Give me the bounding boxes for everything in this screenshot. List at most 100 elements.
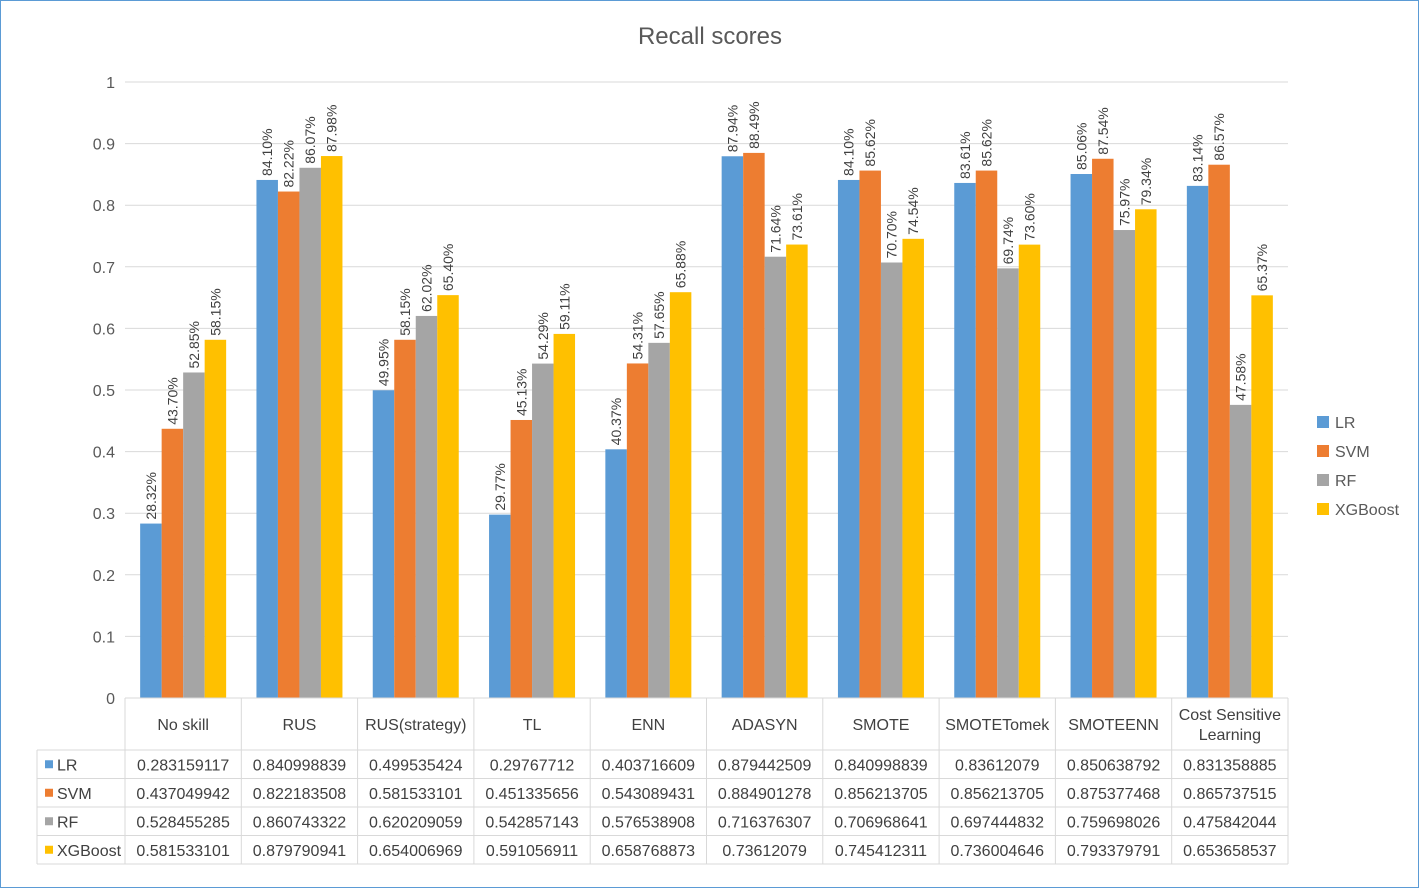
bar-svm [277, 191, 300, 698]
table-cell: 0.658768873 [602, 843, 696, 860]
data-label: 85.62% [862, 119, 878, 166]
data-label: 40.37% [608, 398, 624, 445]
bar-lr [954, 182, 976, 699]
legend-key-lr [1317, 416, 1329, 428]
table-cell: 0.499535424 [369, 757, 463, 774]
data-label: 74.54% [905, 187, 921, 234]
table-cell: 0.884901278 [718, 786, 812, 803]
table-cell: 0.879442509 [718, 757, 812, 774]
y-tick-label: 0.6 [93, 321, 115, 338]
series-name: SVM [57, 786, 92, 803]
bar-rf [415, 315, 438, 698]
y-tick-label: 0.8 [93, 198, 115, 215]
y-tick-label: 0.4 [93, 445, 115, 462]
table-cell: 0.856213705 [951, 786, 1045, 803]
category-label: SMOTE [853, 717, 910, 734]
table-cell: 0.581533101 [136, 843, 230, 860]
y-tick-label: 0 [106, 691, 115, 708]
table-cell: 0.856213705 [834, 786, 928, 803]
category-label: ADASYN [732, 717, 798, 734]
table-cell: 0.822183508 [253, 786, 347, 803]
data-label: 28.32% [143, 472, 159, 519]
bar-xgboost [669, 292, 692, 698]
bar-svm [975, 170, 998, 698]
data-label: 45.13% [513, 368, 529, 415]
table-cell: 0.543089431 [602, 786, 696, 803]
bar-rf [997, 268, 1019, 698]
y-tick-label: 0.3 [93, 506, 115, 523]
data-label: 84.10% [841, 128, 857, 175]
table-cell: 0.654006969 [369, 843, 463, 860]
bar-rf [1229, 404, 1252, 698]
bar-xgboost [204, 339, 227, 698]
data-label: 83.61% [957, 131, 973, 178]
data-label: 49.95% [376, 339, 392, 386]
table-cell: 0.793379791 [1067, 843, 1161, 860]
bar-xgboost [320, 156, 343, 699]
legend-key-xgboost [1317, 503, 1329, 515]
table-cell: 0.437049942 [136, 786, 230, 803]
bar-lr [140, 523, 162, 698]
data-label: 84.10% [259, 128, 275, 175]
legend-label: XGBoost [1335, 502, 1400, 519]
bar-svm [743, 152, 765, 698]
y-tick-label: 0.7 [93, 260, 115, 277]
bar-svm [1208, 164, 1230, 698]
y-tick-label: 0.9 [93, 137, 115, 154]
bar-svm [1092, 158, 1114, 699]
bar-xgboost [1251, 295, 1273, 698]
bar-lr [837, 179, 860, 699]
legend-label: SVM [1335, 444, 1370, 461]
data-labels: 28.32% 84.10% 49.95% 29.77% 40.37% 87.94% 84.1… [143, 101, 1270, 519]
table-cell: 0.840998839 [253, 757, 347, 774]
data-label: 83.14% [1190, 134, 1206, 181]
data-label: 86.07% [302, 116, 318, 163]
table-cell: 0.451335656 [485, 786, 579, 803]
data-label: 87.54% [1095, 107, 1111, 154]
table-cell: 0.865737515 [1183, 786, 1277, 803]
data-label: 69.74% [1000, 217, 1016, 264]
table-cell: 0.736004646 [951, 843, 1045, 860]
data-label: 87.98% [324, 105, 340, 152]
y-tick-label: 0.5 [93, 383, 115, 400]
bar-svm [394, 339, 416, 698]
data-label: 58.15% [397, 288, 413, 335]
data-label: 54.31% [630, 312, 646, 359]
legend-key-rf [1317, 474, 1329, 486]
table-cell: 0.283159117 [137, 757, 229, 774]
bar-svm [510, 419, 533, 698]
table-cell: 0.542857143 [485, 814, 579, 831]
table-cell: 0.581533101 [369, 786, 463, 803]
data-label: 47.58% [1233, 353, 1249, 400]
table-cell: 0.73612079 [722, 843, 807, 860]
bar-lr [372, 390, 395, 698]
category-label: SMOTEENN [1068, 717, 1159, 734]
bar-xgboost [437, 295, 459, 698]
category-label: SMOTETomek [945, 717, 1050, 734]
data-label: 70.70% [884, 211, 900, 258]
table-cell: 0.475842044 [1183, 814, 1277, 831]
bar-lr [256, 179, 278, 699]
category-label: RUS(strategy) [365, 717, 466, 734]
table-cell: 0.831358885 [1183, 757, 1277, 774]
category-label: Learning [1199, 727, 1261, 744]
table-cell: 0.591056911 [486, 843, 578, 860]
table-cell: 0.620209059 [369, 814, 463, 831]
series-name: RF [57, 814, 79, 831]
data-label: 71.64% [767, 205, 783, 252]
data-label: 88.49% [746, 101, 762, 148]
data-label: 62.02% [419, 264, 435, 311]
legend-label: RF [1335, 473, 1357, 490]
bar-rf [532, 363, 554, 698]
data-label: 43.70% [164, 377, 180, 424]
data-label: 58.15% [207, 288, 223, 335]
bar-xgboost [1018, 244, 1041, 698]
category-label: TL [523, 717, 542, 734]
table-cell: 0.653658537 [1183, 843, 1277, 860]
series-key-rf [45, 817, 53, 826]
bar-rf [183, 372, 205, 698]
bar-lr [721, 156, 744, 698]
category-label: Cost Sensitive [1179, 707, 1281, 724]
bars [140, 152, 1273, 699]
data-label: 54.29% [535, 312, 551, 359]
